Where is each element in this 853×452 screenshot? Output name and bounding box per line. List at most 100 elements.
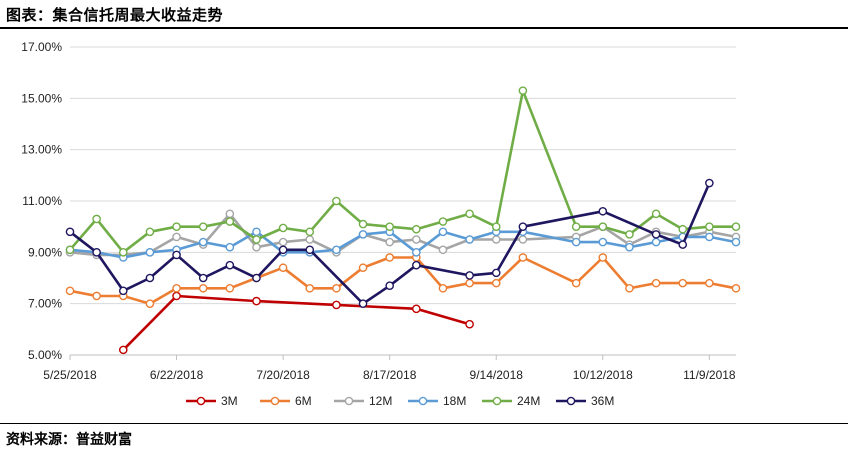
series-36M xyxy=(65,178,714,308)
data-point xyxy=(518,235,528,244)
data-point xyxy=(731,237,741,247)
data-point xyxy=(678,224,688,234)
data-point xyxy=(198,237,208,247)
y-tick-label: 11.00% xyxy=(22,194,62,208)
y-tick-label: 9.00% xyxy=(28,245,62,259)
data-point xyxy=(412,304,421,314)
series-line xyxy=(69,182,711,306)
data-point xyxy=(358,230,368,239)
chart-title: 图表：集合信托周最大收益走势 xyxy=(6,6,224,24)
data-point xyxy=(172,283,181,293)
data-point xyxy=(491,222,501,231)
y-tick-label: 13.00% xyxy=(21,143,62,157)
data-point xyxy=(225,217,235,226)
series-line xyxy=(122,294,470,351)
data-point xyxy=(651,237,661,247)
x-tick-label: 9/14/2018 xyxy=(470,368,524,382)
data-point xyxy=(385,237,394,247)
legend-swatch-marker xyxy=(492,396,502,406)
series-3M xyxy=(118,291,474,355)
data-point xyxy=(305,235,315,244)
data-point xyxy=(412,224,421,234)
data-point xyxy=(65,245,75,255)
y-tick-label: 15.00% xyxy=(21,91,62,105)
data-point xyxy=(118,248,128,257)
data-point xyxy=(465,319,474,329)
x-tick-label: 8/17/2018 xyxy=(363,368,417,382)
series-line xyxy=(69,89,736,254)
data-point xyxy=(332,283,341,293)
legend-item-24M: 24M xyxy=(482,394,540,408)
data-point xyxy=(252,235,261,244)
series-18M xyxy=(65,227,741,262)
legend-item-36M: 36M xyxy=(556,394,614,408)
legend-item-12M: 12M xyxy=(334,394,392,408)
data-point xyxy=(438,283,448,293)
series-24M xyxy=(65,86,741,257)
data-point xyxy=(65,227,75,237)
footer-divider xyxy=(0,423,848,424)
data-point xyxy=(491,268,501,278)
legend-label: 6M xyxy=(295,394,312,408)
data-point xyxy=(651,209,661,219)
series-line xyxy=(69,256,737,306)
data-point xyxy=(412,235,421,244)
data-point xyxy=(305,227,315,237)
legend-label: 12M xyxy=(369,394,392,408)
header: 图表：集合信托周最大收益走势 xyxy=(0,0,853,29)
data-point xyxy=(651,230,661,239)
data-point xyxy=(625,242,634,252)
x-tick-label: 5/25/2018 xyxy=(43,368,97,382)
data-point xyxy=(278,223,288,233)
data-point xyxy=(598,253,608,262)
legend-label: 18M xyxy=(443,394,466,408)
data-point xyxy=(278,245,288,255)
data-point xyxy=(358,219,368,229)
data-point xyxy=(358,263,368,273)
data-point xyxy=(385,222,394,231)
data-point xyxy=(438,217,448,226)
data-point xyxy=(598,206,608,216)
data-point xyxy=(172,222,181,231)
y-tick-label: 5.00% xyxy=(28,348,62,362)
data-point xyxy=(92,214,101,224)
series-lines xyxy=(65,86,741,355)
x-tick-label: 10/12/2018 xyxy=(573,368,633,382)
legend-swatch-marker xyxy=(566,396,576,406)
data-point xyxy=(678,240,688,249)
data-point xyxy=(198,283,208,293)
data-point xyxy=(705,222,714,231)
data-point xyxy=(678,278,688,288)
data-point xyxy=(571,222,581,231)
data-point xyxy=(385,281,394,291)
data-point xyxy=(305,283,315,293)
legend-swatch-marker xyxy=(418,396,428,406)
data-point xyxy=(358,299,368,308)
y-tick-label: 17.00% xyxy=(21,40,62,54)
data-point xyxy=(705,278,714,288)
data-point xyxy=(385,253,394,262)
data-point xyxy=(465,271,474,280)
data-point xyxy=(252,242,261,252)
data-point xyxy=(625,283,634,293)
data-point xyxy=(145,248,155,257)
source-note: 资料来源：普益财富 xyxy=(6,432,132,448)
data-point xyxy=(598,222,608,231)
series-line xyxy=(69,230,737,259)
data-point xyxy=(412,248,421,257)
data-point xyxy=(305,245,315,255)
data-point xyxy=(651,278,661,288)
data-point xyxy=(225,242,235,252)
data-point xyxy=(225,260,235,270)
data-point xyxy=(278,237,288,247)
legend-swatch-marker xyxy=(270,396,280,406)
data-point xyxy=(571,278,581,288)
legend-label: 3M xyxy=(221,394,238,408)
data-point xyxy=(705,232,714,242)
data-point xyxy=(172,232,181,242)
data-point xyxy=(332,300,341,310)
data-point xyxy=(118,286,128,296)
data-point xyxy=(465,209,474,219)
data-point xyxy=(145,227,155,237)
data-point xyxy=(731,283,741,293)
